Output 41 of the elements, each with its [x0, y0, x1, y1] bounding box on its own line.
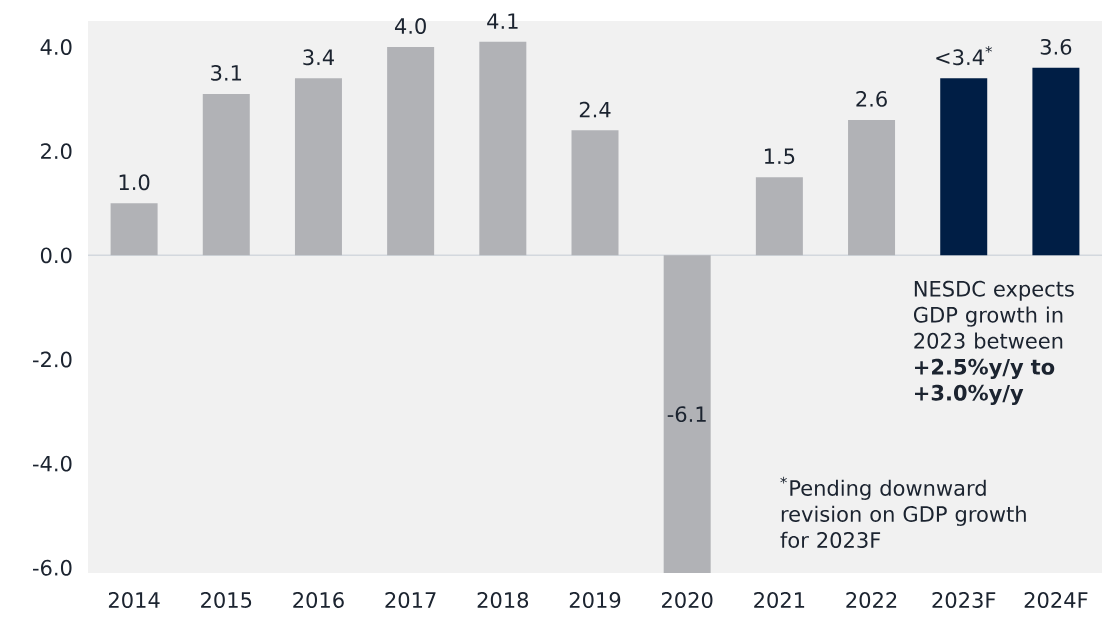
bar: [479, 41, 527, 256]
y-tick-label: -2.0: [33, 351, 72, 368]
x-tick-label: 2020: [662, 592, 713, 608]
x-tick-label: 2019: [569, 592, 621, 608]
y-tick-label: 0.0: [40, 247, 72, 264]
x-tick-label: 2024F: [1024, 592, 1088, 608]
y-tick-label: -6.0: [33, 559, 72, 576]
y-tick-label: 4.0: [40, 39, 72, 55]
data-label: 2.4: [579, 101, 611, 118]
bar: [202, 93, 250, 256]
data-label: 2.6: [856, 90, 887, 107]
data-label: -6.1: [667, 406, 706, 423]
bar: [571, 130, 619, 256]
bar: [294, 78, 342, 256]
data-label: 3.6: [1040, 38, 1072, 55]
annotation: NESDC expects GDP growth in 2023 between +2.5%y/y to +3.0%y/y: [913, 280, 1074, 405]
x-tick-label: 2015: [201, 592, 252, 608]
bar: [755, 177, 803, 256]
data-label: 4.1: [487, 13, 518, 29]
bar: [1032, 67, 1080, 256]
data-label: 3.1: [211, 64, 242, 81]
x-tick-label: 2023F: [932, 592, 996, 608]
x-tick-label: 2018: [477, 592, 529, 608]
x-tick-label: 2021: [754, 592, 805, 608]
data-label: 4.0: [394, 18, 426, 34]
data-label: 3.4: [303, 49, 334, 66]
y-tick-label: 2.0: [41, 143, 72, 160]
y-tick-label: -4.0: [33, 455, 72, 472]
bar: [110, 203, 158, 256]
x-tick-label: 2017: [385, 592, 436, 608]
bar: [663, 255, 711, 573]
bar: [387, 47, 435, 256]
x-tick-label: 2022: [846, 592, 897, 608]
bar: [940, 78, 988, 256]
bar: [848, 119, 896, 256]
x-tick-label: 2014: [108, 592, 160, 608]
x-tick-label: 2016: [293, 592, 344, 608]
data-label: <3.4$^{*}$: [936, 46, 992, 66]
annotation: $^{*}$Pending downward revision on GDP growth for 2023F: [780, 476, 1026, 548]
data-label: 1.5: [764, 148, 795, 165]
data-label: 1.0: [119, 174, 150, 191]
